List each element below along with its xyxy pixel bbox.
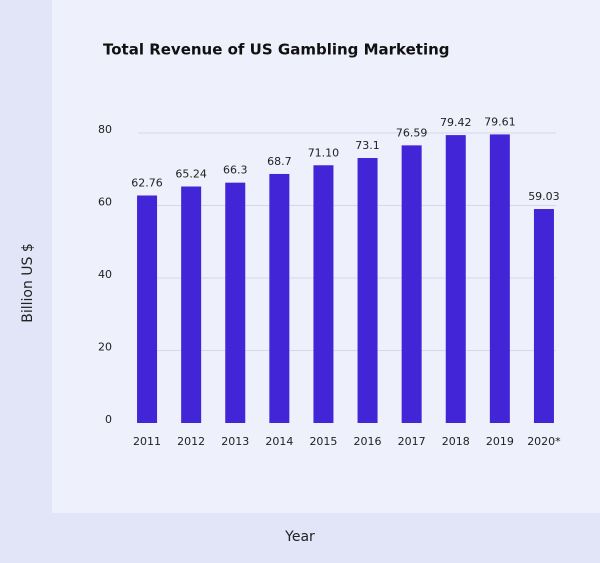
value-label: 79.42 xyxy=(440,116,472,129)
x-tick-label: 2012 xyxy=(177,435,205,448)
value-label: 68.7 xyxy=(267,155,292,168)
value-label: 73.1 xyxy=(355,139,380,152)
x-tick-label: 2019 xyxy=(486,435,514,448)
x-tick-label: 2020* xyxy=(527,435,561,448)
bar xyxy=(137,195,158,423)
bar xyxy=(533,209,554,423)
bar xyxy=(181,186,202,423)
bar xyxy=(269,173,290,423)
value-label: 66.3 xyxy=(223,164,248,177)
x-tick-label: 2013 xyxy=(221,435,249,448)
bar xyxy=(445,135,466,424)
value-label: 62.76 xyxy=(131,176,163,189)
value-label: 79.61 xyxy=(484,115,516,128)
value-label: 59.03 xyxy=(528,190,560,203)
x-tick-label: 2018 xyxy=(442,435,470,448)
value-label: 71.10 xyxy=(308,146,340,159)
bar xyxy=(401,145,422,423)
y-tick-label: 0 xyxy=(105,413,112,426)
y-tick-label: 80 xyxy=(98,123,112,136)
chart-title: Total Revenue of US Gambling Marketing xyxy=(103,41,450,59)
y-axis-title: Billion US $ xyxy=(20,243,36,323)
x-tick-label: 2015 xyxy=(309,435,337,448)
x-tick-label: 2014 xyxy=(265,435,293,448)
bar xyxy=(489,134,510,423)
y-tick-label: 40 xyxy=(98,268,112,281)
bar xyxy=(313,165,334,423)
y-tick-label: 20 xyxy=(98,341,112,354)
x-tick-label: 2016 xyxy=(354,435,382,448)
x-axis-title: Year xyxy=(284,529,315,545)
x-label-strip xyxy=(52,513,600,563)
bar xyxy=(357,158,378,423)
y-tick-label: 60 xyxy=(98,196,112,209)
value-label: 65.24 xyxy=(175,168,207,181)
bar xyxy=(225,182,246,423)
x-tick-label: 2011 xyxy=(133,435,161,448)
value-label: 76.59 xyxy=(396,126,428,139)
y-label-strip xyxy=(0,0,52,563)
x-tick-label: 2017 xyxy=(398,435,426,448)
